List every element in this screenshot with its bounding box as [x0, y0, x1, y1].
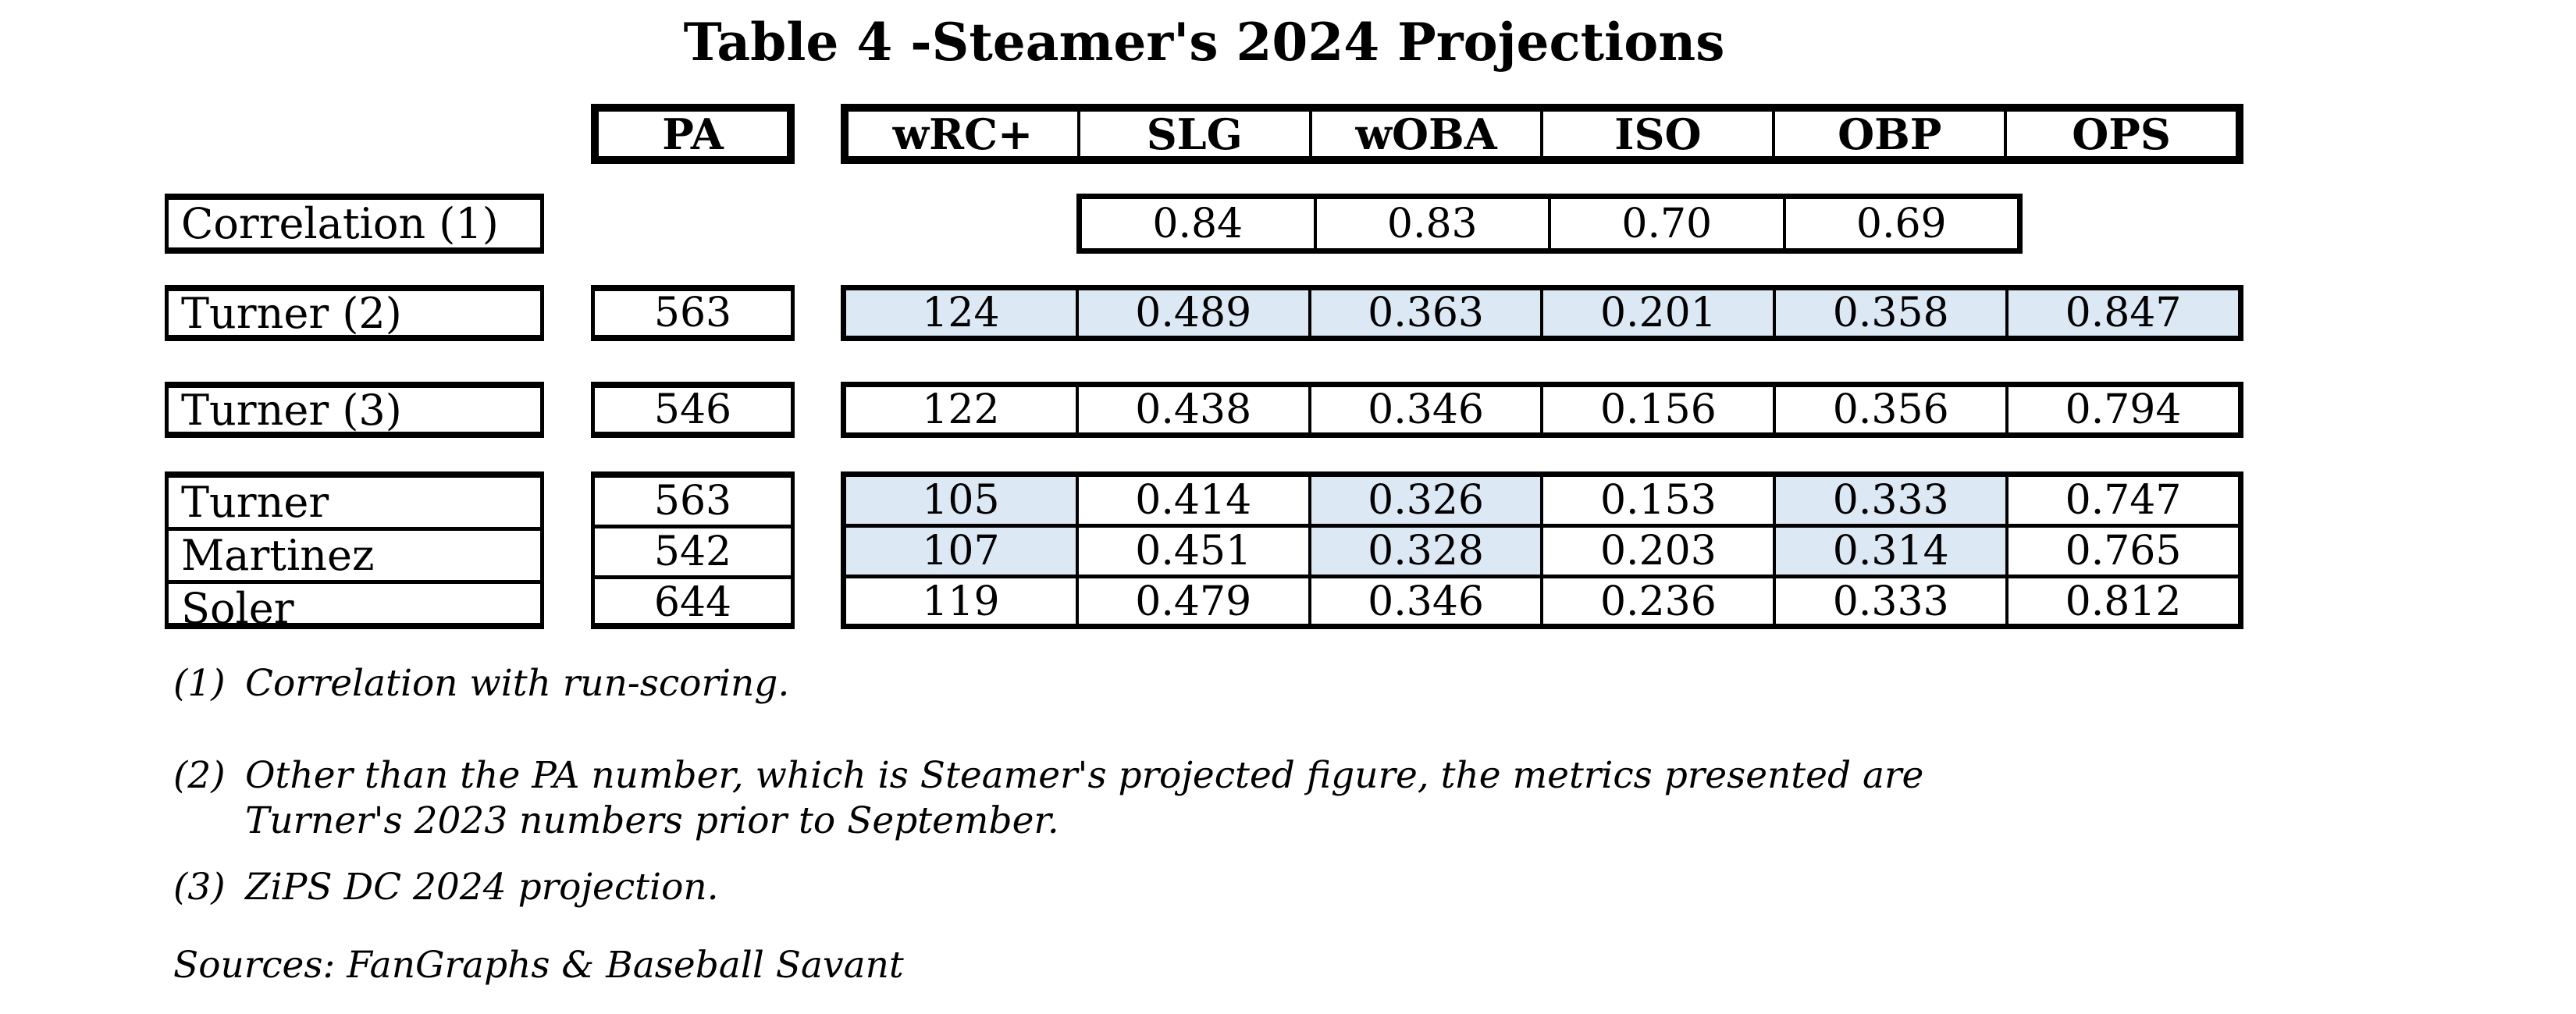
metric-cell: 119 — [922, 578, 1000, 625]
metric-cell: 0.451 — [1075, 528, 1308, 575]
footnote-1: (1) Correlation with run-scoring. — [173, 661, 789, 706]
metrics-row-turner-2: 124 0.489 0.363 0.201 0.358 0.847 — [841, 285, 2243, 341]
correlation-values-group: 0.84 0.83 0.70 0.69 — [1076, 194, 2023, 254]
metric-cell: 0.314 — [1773, 528, 2006, 575]
metric-cell: 0.414 — [1075, 477, 1308, 524]
footnote-2-line-1: Other than the PA number, which is Steam… — [245, 754, 1924, 797]
header-cell-woba: wOBA — [1308, 109, 1541, 159]
metric-cell: 105 — [846, 477, 1076, 524]
metric-cell: 0.438 — [1075, 386, 1308, 433]
header-cell-wrcplus: wRC+ — [892, 109, 1034, 159]
metric-cell: 124 — [846, 290, 1076, 336]
metric-cell: 0.326 — [1308, 477, 1541, 524]
metric-cell: 0.346 — [1308, 386, 1541, 433]
metric-cell: 0.203 — [1540, 528, 1773, 575]
metrics-row-martinez: 107 0.451 0.328 0.203 0.314 0.765 — [846, 524, 2238, 575]
metrics-row-turner: 105 0.414 0.326 0.153 0.333 0.747 — [846, 477, 2238, 524]
metrics-rows-group: 105 0.414 0.326 0.153 0.333 0.747 107 0.… — [841, 471, 2243, 629]
row-label-turner-2: Turner (2) — [165, 285, 544, 341]
footnote-3-marker: (3) — [173, 866, 226, 909]
footnote-2-text: Other than the PA number, which is Steam… — [245, 753, 1923, 844]
metric-cell: 0.479 — [1075, 578, 1308, 625]
metric-cell: 0.156 — [1540, 386, 1773, 433]
footnote-2-marker: (2) — [173, 754, 226, 797]
metric-cell: 0.847 — [2005, 290, 2238, 336]
pa-cell-martinez: 542 — [595, 525, 791, 575]
correlation-value-obp: 0.69 — [1782, 199, 2018, 248]
pa-cell-soler: 644 — [595, 575, 791, 626]
row-label-correlation: Correlation (1) — [165, 194, 544, 254]
metric-cell: 107 — [846, 528, 1076, 575]
metric-cell: 0.765 — [2005, 528, 2238, 575]
correlation-value-woba: 0.83 — [1313, 199, 1549, 248]
metric-cell: 0.153 — [1540, 477, 1773, 524]
header-cell-ops: OPS — [2004, 109, 2236, 159]
correlation-value-iso: 0.70 — [1548, 199, 1783, 248]
footnote-3-text: ZiPS DC 2024 projection. — [245, 866, 719, 909]
footnote-2-line-2: Turner's 2023 numbers prior to September… — [245, 799, 1059, 842]
metric-cell: 0.328 — [1308, 528, 1541, 575]
row-label-martinez: Martinez — [169, 527, 540, 580]
correlation-value-slg: 0.84 — [1152, 200, 1244, 247]
metric-cell: 0.489 — [1075, 290, 1308, 336]
pa-cell-turner-2: 563 — [591, 285, 795, 341]
metric-cell: 0.358 — [1773, 290, 2006, 336]
metric-cell: 0.794 — [2005, 386, 2238, 433]
header-cell-pa: PA — [591, 104, 795, 164]
pa-column-group: 563 542 644 — [591, 471, 795, 629]
row-label-turner: Turner — [181, 478, 329, 527]
header-cell-iso: ISO — [1540, 109, 1772, 159]
label-column-group: Turner Martinez Soler — [165, 471, 544, 633]
metric-cell: 122 — [922, 386, 1000, 433]
metric-cell: 0.236 — [1540, 578, 1773, 625]
metric-cell: 0.363 — [1308, 290, 1541, 336]
metric-cell: 0.333 — [1773, 477, 2006, 524]
table-title: Table 4 -Steamer's 2024 Projections — [683, 12, 1725, 73]
metric-cell: 0.201 — [1540, 290, 1774, 336]
metric-cell: 0.333 — [1773, 578, 2005, 625]
metric-cell: 0.346 — [1308, 578, 1541, 625]
metric-cell: 0.747 — [2005, 477, 2238, 524]
footnote-2: (2) Other than the PA number, which is S… — [173, 753, 1923, 844]
header-metrics-group: wRC+ SLG wOBA ISO OBP OPS — [841, 104, 2243, 164]
header-cell-slg: SLG — [1076, 109, 1309, 159]
pa-cell-turner: 563 — [653, 478, 732, 525]
row-label-soler: Soler — [169, 580, 540, 633]
metrics-row-soler: 119 0.479 0.346 0.236 0.333 0.812 — [846, 575, 2238, 625]
footnote-1-marker: (1) — [173, 662, 226, 705]
metric-cell: 0.812 — [2005, 578, 2238, 625]
footnote-3: (3) ZiPS DC 2024 projection. — [173, 865, 719, 910]
metric-cell: 0.356 — [1773, 386, 2005, 433]
metrics-row-turner-3: 122 0.438 0.346 0.156 0.356 0.794 — [841, 382, 2243, 438]
sources-line: Sources: FanGraphs & Baseball Savant — [173, 944, 904, 987]
footnote-1-text: Correlation with run-scoring. — [245, 662, 790, 705]
pa-cell-turner-3: 546 — [591, 382, 795, 438]
header-cell-obp: OBP — [1772, 109, 2004, 159]
row-label-turner-3: Turner (3) — [165, 382, 544, 438]
